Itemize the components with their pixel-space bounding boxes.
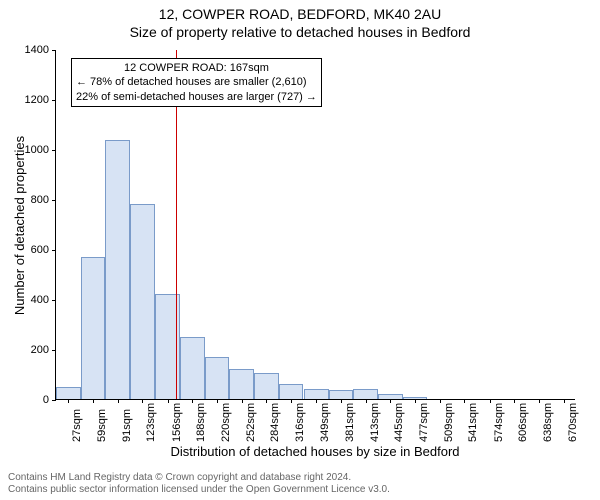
- xtick-label: 220sqm: [220, 403, 232, 442]
- xtick-label: 445sqm: [393, 403, 405, 442]
- xtick-mark: [440, 399, 441, 403]
- xtick-label: 670sqm: [567, 403, 579, 442]
- ytick-label: 600: [31, 244, 49, 256]
- xtick-label: 381sqm: [344, 403, 356, 442]
- y-axis-label: Number of detached properties: [13, 135, 28, 314]
- xtick-mark: [242, 399, 243, 403]
- histogram-bar: [56, 387, 81, 400]
- xtick-label: 413sqm: [369, 403, 381, 442]
- xtick-mark: [316, 399, 317, 403]
- histogram-bar: [229, 369, 254, 399]
- histogram-bar: [279, 384, 304, 399]
- xtick-label: 349sqm: [319, 403, 331, 442]
- xtick-mark: [539, 399, 540, 403]
- chart-title: Size of property relative to detached ho…: [0, 22, 600, 40]
- ytick-label: 1200: [25, 94, 49, 106]
- xtick-label: 156sqm: [171, 403, 183, 442]
- xtick-label: 91sqm: [121, 409, 133, 442]
- xtick-mark: [390, 399, 391, 403]
- xtick-label: 27sqm: [71, 409, 83, 442]
- ytick-mark: [52, 200, 56, 201]
- xtick-mark: [217, 399, 218, 403]
- xtick-mark: [341, 399, 342, 403]
- xtick-mark: [366, 399, 367, 403]
- xtick-label: 188sqm: [195, 403, 207, 442]
- x-axis-label: Distribution of detached houses by size …: [55, 444, 575, 459]
- xtick-label: 477sqm: [418, 403, 430, 442]
- xtick-mark: [68, 399, 69, 403]
- footer-line1: Contains HM Land Registry data © Crown c…: [8, 472, 390, 484]
- ytick-label: 200: [31, 344, 49, 356]
- annotation-box: 12 COWPER ROAD: 167sqm← 78% of detached …: [71, 58, 322, 107]
- plot-area: 12 COWPER ROAD: 167sqm← 78% of detached …: [55, 50, 575, 400]
- histogram-bar: [254, 373, 279, 399]
- xtick-label: 284sqm: [269, 403, 281, 442]
- annotation-line: 12 COWPER ROAD: 167sqm: [76, 61, 317, 75]
- xtick-label: 59sqm: [96, 409, 108, 442]
- ytick-mark: [52, 50, 56, 51]
- histogram-bar: [403, 397, 428, 400]
- xtick-mark: [564, 399, 565, 403]
- histogram-bar: [130, 204, 155, 399]
- xtick-mark: [490, 399, 491, 403]
- xtick-mark: [142, 399, 143, 403]
- xtick-mark: [192, 399, 193, 403]
- ytick-label: 1000: [25, 144, 49, 156]
- histogram-bar: [353, 389, 378, 399]
- ytick-label: 400: [31, 294, 49, 306]
- ytick-mark: [52, 400, 56, 401]
- xtick-mark: [93, 399, 94, 403]
- ytick-mark: [52, 100, 56, 101]
- histogram-bar: [304, 389, 329, 399]
- footer-attribution: Contains HM Land Registry data © Crown c…: [8, 472, 390, 496]
- annotation-line: 22% of semi-detached houses are larger (…: [76, 90, 317, 104]
- ytick-label: 1400: [25, 44, 49, 56]
- histogram-bar: [378, 394, 403, 399]
- ytick-mark: [52, 250, 56, 251]
- histogram-bar: [205, 357, 230, 400]
- ytick-mark: [52, 350, 56, 351]
- xtick-label: 574sqm: [493, 403, 505, 442]
- xtick-mark: [514, 399, 515, 403]
- xtick-mark: [291, 399, 292, 403]
- page-title: 12, COWPER ROAD, BEDFORD, MK40 2AU: [0, 0, 600, 22]
- xtick-mark: [266, 399, 267, 403]
- histogram-bar: [81, 257, 106, 400]
- ytick-label: 0: [43, 394, 49, 406]
- xtick-mark: [464, 399, 465, 403]
- histogram-bar: [329, 390, 354, 399]
- xtick-label: 316sqm: [294, 403, 306, 442]
- chart-area: 12 COWPER ROAD: 167sqm← 78% of detached …: [55, 50, 575, 400]
- xtick-mark: [168, 399, 169, 403]
- xtick-mark: [415, 399, 416, 403]
- xtick-label: 638sqm: [542, 403, 554, 442]
- xtick-label: 123sqm: [145, 403, 157, 442]
- xtick-label: 509sqm: [443, 403, 455, 442]
- footer-line2: Contains public sector information licen…: [8, 484, 390, 496]
- xtick-mark: [118, 399, 119, 403]
- histogram-bar: [105, 140, 130, 399]
- ytick-mark: [52, 150, 56, 151]
- ytick-label: 800: [31, 194, 49, 206]
- annotation-line: ← 78% of detached houses are smaller (2,…: [76, 75, 317, 89]
- xtick-label: 541sqm: [467, 403, 479, 442]
- ytick-mark: [52, 300, 56, 301]
- xtick-label: 252sqm: [245, 403, 257, 442]
- histogram-bar: [180, 337, 205, 400]
- xtick-label: 606sqm: [517, 403, 529, 442]
